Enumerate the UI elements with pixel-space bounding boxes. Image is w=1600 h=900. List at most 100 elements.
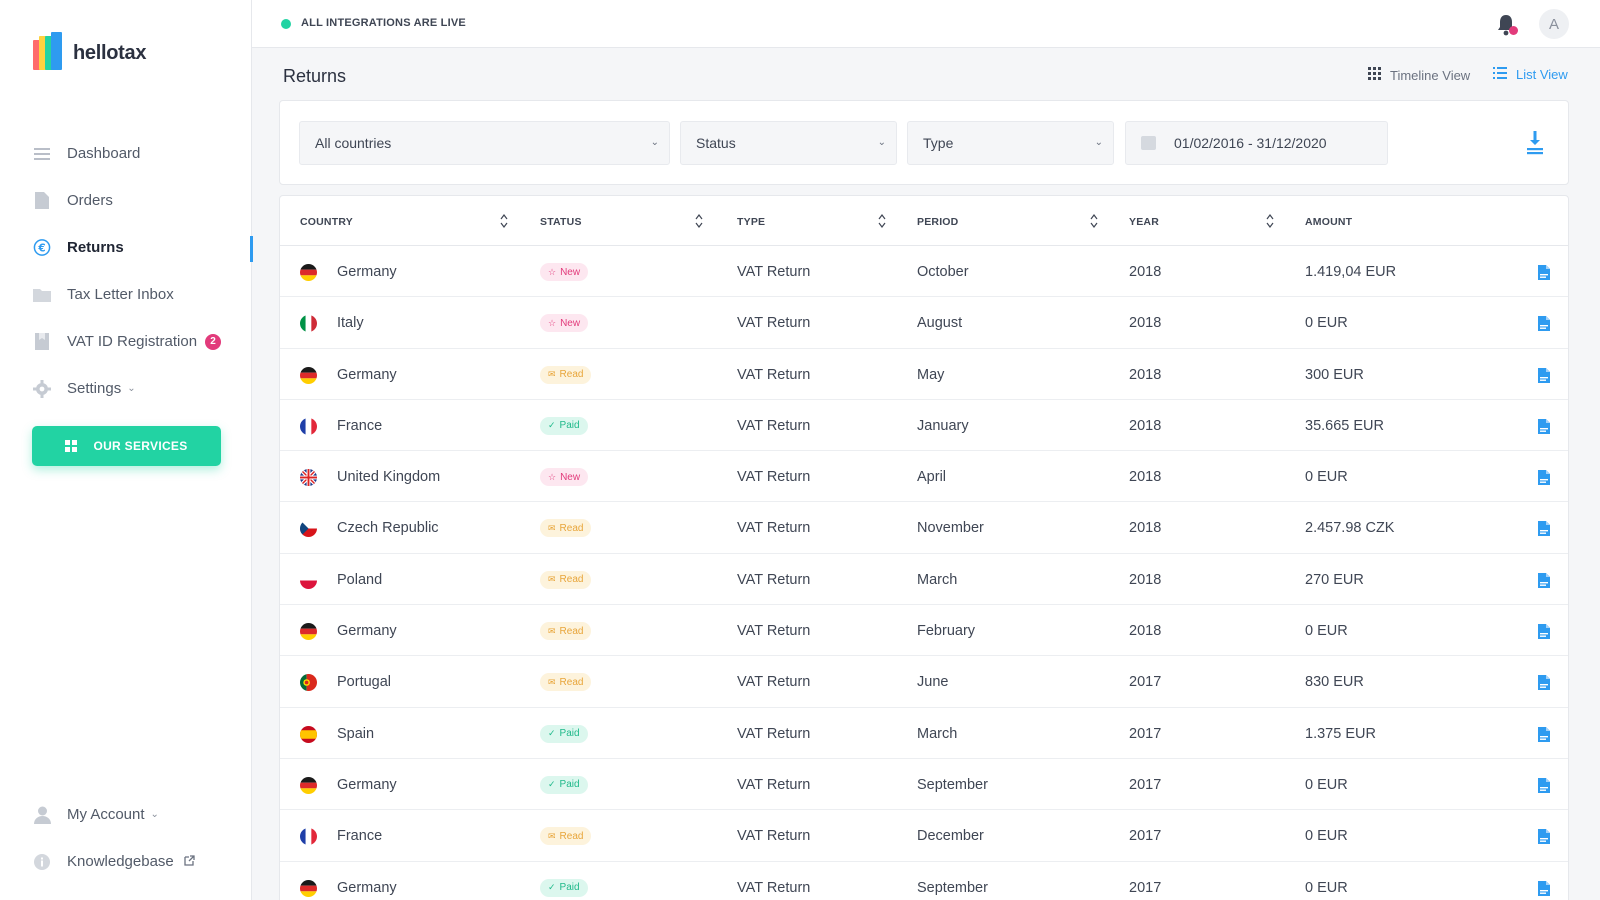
pdf-document-icon[interactable]	[1538, 675, 1550, 691]
star-icon: ☆	[548, 266, 557, 277]
status-badge-label: New	[560, 266, 581, 278]
table-row[interactable]: France ✉ Read VAT Return December 2017 0 EUR	[280, 810, 1568, 862]
table-row[interactable]: Germany ✉ Read VAT Return February 2018 0 EUR	[280, 605, 1568, 657]
column-header-type[interactable]: TYPE	[737, 216, 766, 228]
sidebar-item-orders[interactable]: Orders	[0, 177, 252, 224]
flag-gb-icon	[300, 469, 317, 487]
table-row[interactable]: United Kingdom ☆ New VAT Return April 2018 0 E…	[280, 451, 1568, 503]
status-badge-label: Read	[559, 830, 584, 842]
pdf-document-icon[interactable]	[1538, 521, 1550, 537]
dashboard-icon	[33, 145, 51, 163]
table-row[interactable]: Portugal ✉ Read VAT Return June 2017 830 EUR	[280, 656, 1568, 708]
pdf-document-icon[interactable]	[1538, 777, 1550, 793]
sidebar-item-tax-letter-inbox[interactable]: Tax Letter Inbox	[0, 271, 252, 318]
amount-cell: 300 EUR	[1305, 366, 1364, 383]
type-cell: VAT Return	[737, 264, 811, 280]
amount-cell: 0 EUR	[1305, 623, 1348, 640]
status-badge: ✉ Read	[540, 622, 592, 641]
type-cell: VAT Return	[737, 776, 811, 793]
table-row[interactable]: Germany ✓ Paid VAT Return September 2017 0 EUR	[280, 759, 1568, 811]
logo-mark	[33, 32, 65, 74]
pdf-document-icon[interactable]	[1538, 470, 1550, 486]
list-view-toggle[interactable]: List View	[1493, 67, 1568, 82]
chevron-down-icon: ⌄	[1094, 137, 1103, 148]
year-cell: 2017	[1129, 674, 1162, 691]
pdf-document-icon[interactable]	[1538, 367, 1550, 383]
pdf-document-icon[interactable]	[1538, 418, 1550, 434]
pdf-document-icon[interactable]	[1538, 316, 1550, 332]
envelope-icon: ✉	[548, 830, 556, 841]
sidebar-item-dashboard[interactable]: Dashboard	[0, 130, 252, 177]
year-cell: 2018	[1129, 366, 1162, 383]
sort-icon[interactable]	[878, 213, 886, 229]
pdf-document-icon[interactable]	[1538, 572, 1550, 588]
sidebar-item-vat-id-registration[interactable]: VAT ID Registration 2	[0, 318, 252, 365]
period-cell: April	[917, 469, 947, 486]
sort-icon[interactable]	[695, 213, 703, 229]
envelope-icon: ✉	[548, 522, 556, 533]
pdf-document-icon[interactable]	[1538, 624, 1550, 640]
date-range-picker[interactable]: 01/02/2016 - 31/12/2020	[1125, 121, 1388, 165]
period-cell: October	[917, 264, 969, 280]
status-badge: ✉ Read	[540, 570, 592, 589]
country-cell: United Kingdom	[337, 469, 441, 486]
type-cell: VAT Return	[737, 725, 811, 742]
table-row[interactable]: Germany ✉ Read VAT Return May 2018 300 EUR	[280, 349, 1568, 400]
sort-icon[interactable]	[1090, 213, 1098, 229]
type-select-value: Type	[923, 135, 954, 151]
column-header-status[interactable]: STATUS	[540, 216, 582, 228]
table-row[interactable]: Germany ✓ Paid VAT Return September 2017 0 EUR	[280, 862, 1568, 900]
column-header-period[interactable]: PERIOD	[917, 216, 959, 228]
pdf-document-icon[interactable]	[1538, 265, 1550, 280]
sidebar-item-knowledgebase[interactable]: Knowledgebase	[0, 838, 252, 885]
pdf-document-icon[interactable]	[1538, 880, 1550, 896]
year-cell: 2018	[1129, 469, 1162, 486]
our-services-button[interactable]: OUR SERVICES	[32, 426, 221, 466]
check-icon: ✓	[548, 882, 556, 893]
external-link-icon	[184, 854, 195, 869]
year-cell: 2017	[1129, 776, 1162, 793]
pdf-document-icon[interactable]	[1538, 829, 1550, 845]
avatar[interactable]: A	[1539, 9, 1569, 39]
flag-fr-icon	[300, 417, 317, 435]
sort-icon[interactable]	[1266, 213, 1274, 229]
table-row[interactable]: Czech Republic ✉ Read VAT Return November 201…	[280, 502, 1568, 554]
status-badge: ✓ Paid	[540, 775, 588, 794]
table-row[interactable]: Spain ✓ Paid VAT Return March 2017 1.375 EUR	[280, 708, 1568, 759]
column-header-year[interactable]: YEAR	[1129, 216, 1159, 228]
country-select[interactable]: All countries ⌄	[299, 121, 670, 165]
sidebar-item-settings[interactable]: Settings ⌄	[0, 365, 252, 412]
timeline-view-toggle[interactable]: Timeline View	[1368, 67, 1470, 83]
country-cell: Portugal	[337, 674, 392, 691]
status-select[interactable]: Status ⌄	[680, 121, 897, 165]
sidebar-item-my-account[interactable]: My Account ⌄	[0, 791, 252, 838]
table-row[interactable]: Italy ☆ New VAT Return August 2018 0 EUR	[280, 297, 1568, 349]
sidebar-item-returns[interactable]: € Returns	[0, 224, 253, 271]
type-select[interactable]: Type ⌄	[907, 121, 1114, 165]
period-cell: January	[917, 417, 969, 434]
table-row[interactable]: Germany ☆ New VAT Return October 2018 1.419,04…	[280, 246, 1568, 298]
amount-cell: 0 EUR	[1305, 879, 1348, 896]
notification-badge: 2	[205, 333, 222, 350]
flag-de-icon	[300, 879, 317, 897]
status-badge: ✉ Read	[540, 519, 592, 538]
star-icon: ☆	[548, 471, 557, 482]
flag-it-icon	[300, 315, 317, 333]
table-row[interactable]: France ✓ Paid VAT Return January 2018 35.665 E…	[280, 400, 1568, 452]
pdf-document-icon[interactable]	[1538, 726, 1550, 742]
amount-cell: 0 EUR	[1305, 469, 1348, 486]
our-services-label: OUR SERVICES	[93, 439, 188, 453]
logo[interactable]: hellotax	[33, 32, 146, 74]
column-header-country[interactable]: COUNTRY	[300, 216, 353, 228]
check-icon: ✓	[548, 420, 556, 431]
download-icon[interactable]	[1526, 129, 1544, 155]
chevron-down-icon: ⌄	[150, 809, 159, 820]
table-row[interactable]: Poland ✉ Read VAT Return March 2018 270 EUR	[280, 554, 1568, 606]
status-badge-label: Read	[559, 522, 584, 534]
check-icon: ✓	[548, 779, 556, 790]
flag-de-icon	[300, 623, 317, 641]
svg-text:€: €	[37, 242, 45, 254]
flag-es-icon	[300, 725, 317, 743]
sort-icon[interactable]	[500, 213, 508, 229]
sidebar-item-label: Dashboard	[67, 145, 141, 162]
